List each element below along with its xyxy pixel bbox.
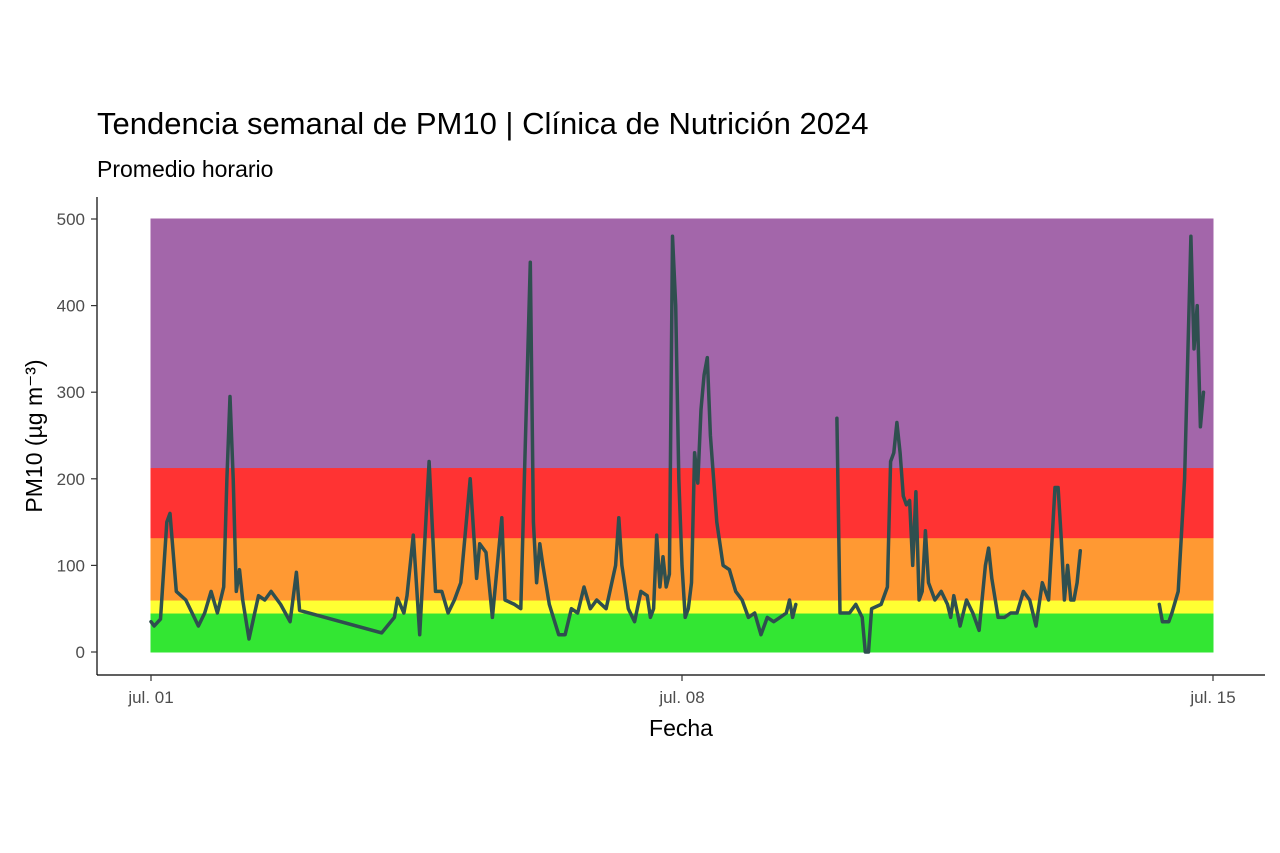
y-tick-label: 100 xyxy=(57,556,85,575)
x-tick-label: jul. 15 xyxy=(1189,688,1235,707)
y-tick-label: 500 xyxy=(57,210,85,229)
chart-title: Tendencia semanal de PM10 | Clínica de N… xyxy=(97,106,869,141)
y-tick-label: 200 xyxy=(57,470,85,489)
x-tick-label: jul. 01 xyxy=(127,688,173,707)
axes xyxy=(96,197,1265,676)
y-tick-label: 300 xyxy=(57,383,85,402)
chart-subtitle: Promedio horario xyxy=(97,156,274,182)
series-line-segment-0 xyxy=(149,234,798,641)
band-1 xyxy=(150,599,1214,614)
x-axis-title: Fecha xyxy=(649,715,713,741)
y-axis-title: PM10 (µg m⁻³) xyxy=(21,359,47,512)
ticks: 0 100 200 300 400 500 jul. 01 jul. 08 jul. 15 xyxy=(57,210,1236,707)
series-line-segment-1 xyxy=(835,416,1083,654)
y-tick-label: 0 xyxy=(76,643,85,662)
y-tick-label: 400 xyxy=(57,297,85,316)
series-line-segment-2 xyxy=(1157,234,1206,624)
pm10-series xyxy=(149,234,1206,654)
x-tick-label: jul. 08 xyxy=(658,688,704,707)
band-4 xyxy=(150,218,1214,469)
band-0 xyxy=(150,612,1214,653)
